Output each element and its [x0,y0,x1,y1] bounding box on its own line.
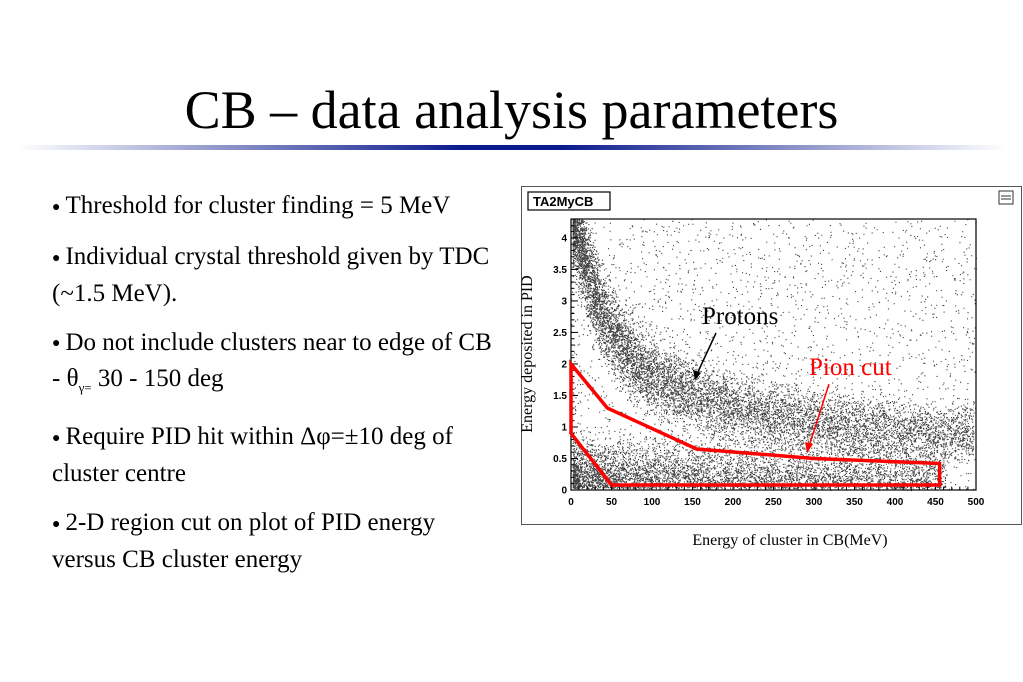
bullet-text: Require PID hit within Δφ=±10 deg of clu… [52,423,453,488]
x-tick-label: 50 [606,497,618,508]
y-tick-label: 3.5 [553,265,567,276]
slide-title: CB – data analysis parameters [184,80,839,140]
bullet-list: ● Threshold for cluster finding = 5 MeV ●… [52,188,502,591]
canvas-menu-icon[interactable] [998,190,1014,205]
y-axis-label: Energy deposited in PID [521,275,536,432]
bullet-dot: ● [52,199,61,215]
pion-cut-arrow-head [805,442,813,453]
pion-cut-arrow [808,383,830,447]
title-underline [18,145,1006,150]
theta-symbol: θ [66,365,79,393]
y-tick-label: 0.5 [553,454,567,465]
bullet-text: Individual crystal threshold given by TD… [52,242,490,307]
bullet-crystal-threshold: ● Individual crystal threshold given by T… [52,239,502,311]
x-tick-label: 250 [765,497,782,508]
histogram-title: TA2MyCB [533,194,593,209]
protons-label: Protons [702,303,778,330]
x-tick-label: 450 [927,497,944,508]
y-tick-label: 1 [561,422,567,433]
scatter-plot-figure: TA2MyCB Energy deposited in PID 0 50 100 15… [521,186,1022,525]
x-tick-label: 0 [568,497,574,508]
protons-arrow-head [693,370,701,380]
bullet-text: Do not include clusters near to edge of … [52,328,492,393]
y-tick-label: 3 [561,296,567,307]
y-axis: 0 0.5 1 1.5 2 2.5 3 3.5 4 [553,224,578,497]
gamma-subscript: γ= [78,380,92,396]
x-axis-caption: Energy of cluster in CB(MeV) [692,532,888,549]
bullet-dot: ● [52,516,61,532]
plot-area [571,219,977,492]
pion-cut-region [569,359,942,487]
bullet-edge-clusters: ● Do not include clusters near to edge of… [52,325,502,406]
pion-cut-label: Pion cut [809,354,892,381]
bullet-dot: ● [52,431,61,447]
histogram-title-box: TA2MyCB [527,191,611,211]
bullet-pid-hit: ● Require PID hit within Δφ=±10 deg of cl… [52,419,502,491]
protons-arrow [696,332,717,375]
bullet-text: Threshold for cluster finding = 5 MeV [65,192,451,219]
y-tick-label: 2 [561,359,567,370]
bullet-text-end: 30 - 150 deg [91,365,224,393]
bullet-dot: ● [52,336,61,352]
x-tick-label: 100 [644,497,661,508]
y-tick-label: 4 [561,233,567,244]
bullet-cluster-threshold: ● Threshold for cluster finding = 5 MeV [52,188,502,225]
x-tick-label: 150 [684,497,701,508]
bullet-region-cut: ● 2-D region cut on plot of PID energy ve… [52,505,502,577]
y-tick-label: 0 [561,486,567,497]
scatter-points [571,219,977,492]
x-tick-label: 400 [887,497,904,508]
x-tick-label: 350 [846,497,863,508]
x-axis: 0 50 100 150 200 250 300 350 400 450 500 [568,483,985,508]
y-tick-label: 1.5 [553,391,567,402]
x-tick-label: 300 [806,497,823,508]
bullet-text: 2-D region cut on plot of PID energy ver… [52,509,436,573]
bullet-dot: ● [52,250,61,266]
x-tick-label: 500 [968,497,985,508]
y-tick-label: 2.5 [553,328,567,339]
x-tick-label: 200 [725,497,742,508]
